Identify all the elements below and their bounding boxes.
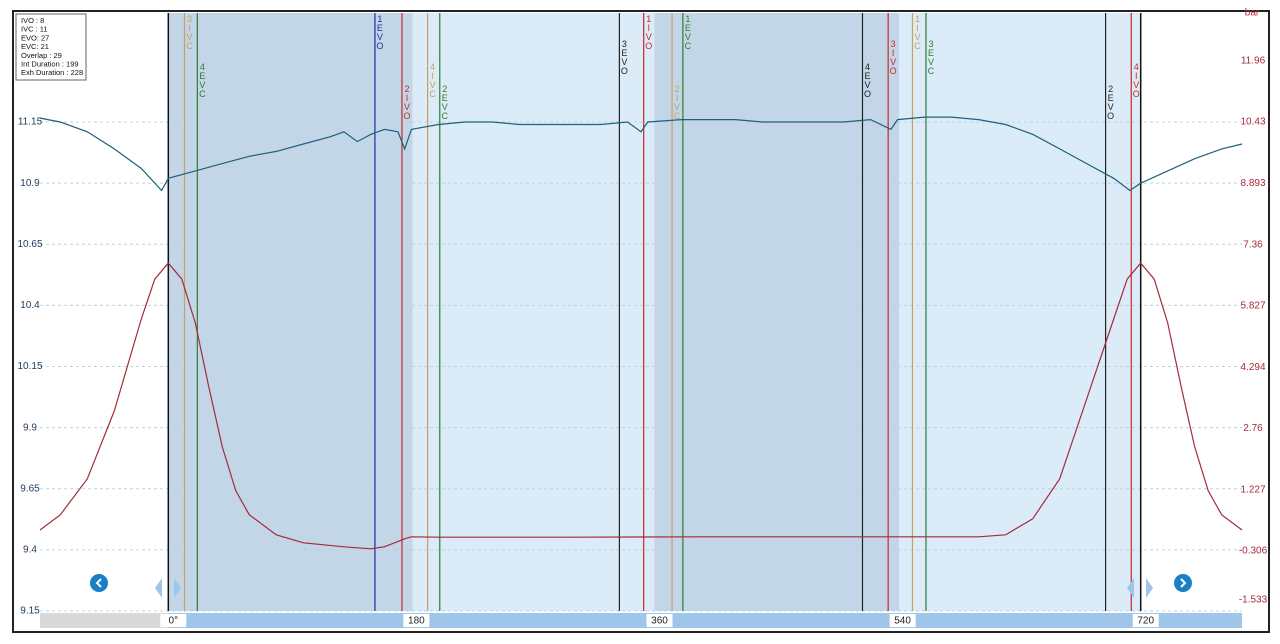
phase-band bbox=[168, 13, 413, 611]
x-tick-label: 540 bbox=[894, 616, 911, 627]
series-line bbox=[39, 262, 1243, 550]
x-tick-label: 720 bbox=[1137, 616, 1154, 627]
x-tick-box bbox=[889, 614, 916, 627]
cursor-handle[interactable] bbox=[155, 578, 181, 598]
y2-tick-label: 5.827 bbox=[1240, 301, 1265, 312]
x-tick-label: 360 bbox=[651, 616, 668, 627]
y-tick-label: 10.4 bbox=[20, 300, 40, 311]
phase-band bbox=[654, 13, 899, 611]
info-line: IVO : 8 bbox=[21, 16, 44, 25]
y-tick-label: 9.15 bbox=[20, 606, 40, 617]
x-tick-box bbox=[646, 614, 673, 627]
y2-tick-label: 8.893 bbox=[1240, 178, 1265, 189]
y2-tick-label: 1.227 bbox=[1240, 484, 1265, 495]
y-tick-label: 9.4 bbox=[23, 545, 37, 556]
phase-band bbox=[412, 13, 655, 611]
nav-button[interactable] bbox=[1174, 574, 1192, 592]
y2-tick-label: -0.306 bbox=[1239, 546, 1268, 557]
y2-tick-label: 7.36 bbox=[1243, 239, 1263, 250]
y2-unit: bar bbox=[1245, 8, 1260, 19]
y-tick-label: 9.9 bbox=[23, 422, 37, 433]
info-line: EVO: 27 bbox=[21, 33, 49, 42]
info-frame bbox=[15, 13, 87, 81]
series-line bbox=[39, 116, 1243, 192]
info-line: Overlap : 29 bbox=[21, 51, 62, 60]
scrollbar-thumb bbox=[168, 613, 1243, 628]
y-tick-label: 10.15 bbox=[17, 361, 42, 372]
info-line: Int Duration : 199 bbox=[21, 59, 79, 68]
cursor-handle[interactable] bbox=[1127, 578, 1153, 598]
y-tick-label: 9.65 bbox=[20, 483, 40, 494]
x-tick-box bbox=[160, 614, 187, 627]
y2-tick-label: 10.43 bbox=[1240, 117, 1265, 128]
y2-tick-label: -1.533 bbox=[1239, 595, 1268, 606]
nav-left[interactable] bbox=[90, 574, 108, 592]
info-line: Exh Duration : 228 bbox=[21, 68, 83, 77]
phase-band bbox=[898, 13, 1141, 611]
y2-tick-label: 11.96 bbox=[1241, 56, 1266, 67]
y-tick-label: 10.65 bbox=[17, 239, 42, 250]
x-tick-label: 0° bbox=[169, 616, 179, 627]
y-tick-label: 10.9 bbox=[20, 178, 40, 189]
nav-button[interactable] bbox=[90, 574, 108, 592]
x-tick-box bbox=[403, 614, 430, 627]
chevron bbox=[95, 578, 102, 588]
x-tick-label: 180 bbox=[408, 616, 425, 627]
y-tick-label: 11.15 bbox=[18, 117, 43, 128]
x-tick-box bbox=[1132, 614, 1159, 627]
info-line: IVC : 11 bbox=[21, 25, 48, 34]
y2-tick-label: 4.294 bbox=[1240, 362, 1265, 373]
y2-tick-label: 2.76 bbox=[1243, 423, 1263, 434]
chevron bbox=[1180, 578, 1187, 588]
info-line: EVC: 21 bbox=[21, 42, 49, 51]
nav-right[interactable] bbox=[1174, 574, 1192, 592]
